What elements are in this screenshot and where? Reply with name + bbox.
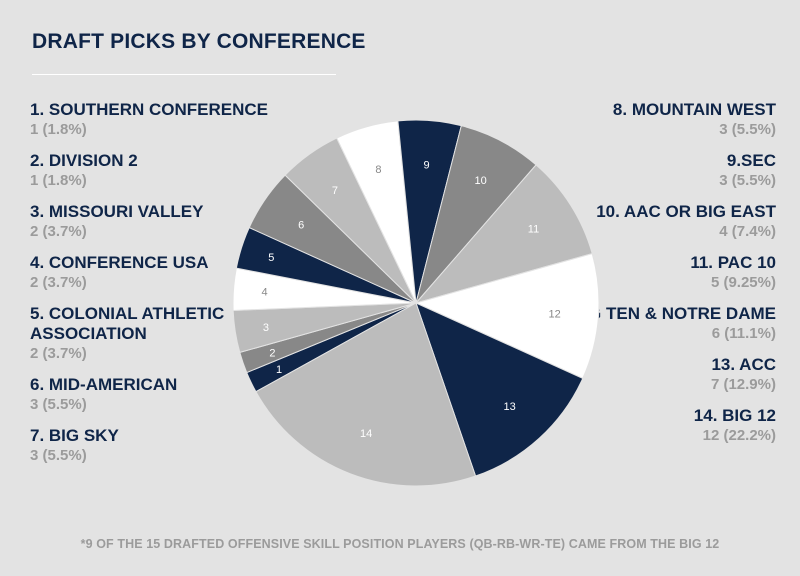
legend-entry: 11. PAC 10 5 (9.25%) [536, 253, 776, 293]
legend-entry-value: 3 (5.5%) [719, 121, 776, 138]
legend-entry-value: 2 (3.7%) [30, 223, 87, 240]
legend-entry: 4. CONFERENCE USA 2 (3.7%) [30, 253, 270, 293]
legend-entry-name: 9.SEC [726, 151, 776, 170]
legend-entry-value: 3 (5.5%) [30, 396, 87, 413]
legend-entry-name: 4. CONFERENCE USA [30, 253, 209, 272]
legend-entry-value: 12 (22.2%) [702, 427, 776, 444]
legend-entry-name: 13. ACC [711, 355, 776, 374]
legend-right: 8. MOUNTAIN WEST 3 (5.5%) 9.SEC 3 (5.5%) 10.… [536, 100, 776, 457]
legend-entry: 9.SEC 3 (5.5%) [536, 151, 776, 191]
legend-entry-value: 5 (9.25%) [710, 274, 776, 291]
legend-entry-value: 3 (5.5%) [719, 172, 776, 189]
legend-entry-name: 2. DIVISION 2 [30, 151, 138, 170]
legend-entry-name: 3. MISSOURI VALLEY [30, 202, 204, 221]
legend-entry-value: 1 (1.8%) [30, 121, 87, 138]
legend-entry: 3. MISSOURI VALLEY 2 (3.7%) [30, 202, 270, 242]
legend-entry-value: 3 (5.5%) [30, 447, 87, 464]
legend-entry: 1. SOUTHERN CONFERENCE 1 (1.8%) [30, 100, 270, 140]
pie-slice-label: 6 [298, 220, 304, 232]
legend-entry-value: 1 (1.8%) [30, 172, 87, 189]
legend-entry-name: 11. PAC 10 [690, 253, 776, 272]
legend-entry: 14. BIG 12 12 (22.2%) [536, 406, 776, 446]
legend-entry-name: 7. BIG SKY [30, 426, 119, 445]
legend-entry-name: 1. SOUTHERN CONFERENCE [30, 100, 269, 119]
legend-entry-value: 7 (12.9%) [710, 376, 776, 393]
legend-left: 1. SOUTHERN CONFERENCE 1 (1.8%) 2. DIVISIO… [30, 100, 270, 477]
legend-entry: 12. BIG TEN & NOTRE DAME 6 (11.1%) [536, 304, 776, 344]
legend-entry: 8. MOUNTAIN WEST 3 (5.5%) [536, 100, 776, 140]
pie-slice-11 [414, 164, 593, 304]
pie-slice-label: 7 [332, 185, 338, 197]
legend-entry: 2. DIVISION 2 1 (1.8%) [30, 151, 270, 191]
pie-slice-label: 5 [268, 252, 274, 264]
legend-entry-value: 6 (11.1%) [711, 325, 776, 342]
legend-entry-value: 4 (7.4%) [719, 223, 776, 240]
legend-entry-name: 6. MID-AMERICAN [30, 375, 178, 394]
pie-slice-label: 12 [549, 309, 561, 321]
pie-slice-14 [255, 302, 477, 487]
pie-slice-label: 2 [269, 347, 275, 359]
pie-slice-label: 14 [360, 428, 372, 440]
legend-entry-name: 10. AAC OR BIG EAST [596, 202, 776, 221]
legend-entry-name: 5. COLONIAL ATHLETIC ASSOCIATION [30, 304, 225, 343]
pie-slice-13 [415, 302, 584, 477]
legend-entry-value: 2 (3.7%) [30, 274, 87, 291]
legend-entry-name: 12. BIG TEN & NOTRE DAME [542, 304, 776, 323]
chart-title: DRAFT PICKS BY CONFERENCE [32, 30, 366, 53]
title-divider [32, 74, 336, 75]
legend-entry-name: 14. BIG 12 [693, 406, 776, 425]
pie-slice-12 [414, 252, 600, 380]
legend-entry: 13. ACC 7 (12.9%) [536, 355, 776, 395]
footnote: *9 OF THE 15 DRAFTED OFFENSIVE SKILL POS… [80, 537, 720, 551]
pie-slice-label: 4 [261, 287, 267, 299]
legend-entry: 10. AAC OR BIG EAST 4 (7.4%) [536, 202, 776, 242]
legend-entry: 5. COLONIAL ATHLETIC ASSOCIATION 2 (3.7%) [30, 304, 270, 364]
legend-entry: 6. MID-AMERICAN 3 (5.5%) [30, 375, 270, 415]
pie-slice-label: 13 [504, 401, 516, 413]
pie-slice-label: 1 [276, 364, 282, 376]
legend-entry-name: 8. MOUNTAIN WEST [612, 100, 776, 119]
legend-entry-value: 2 (3.7%) [30, 345, 87, 362]
legend-entry: 7. BIG SKY 3 (5.5%) [30, 426, 270, 466]
pie-slice-label: 11 [528, 224, 539, 236]
pie-slice-label: 10 [474, 175, 486, 187]
pie-slice-label: 9 [423, 159, 429, 171]
pie-slice-label: 3 [263, 322, 269, 334]
pie-slice-label: 8 [375, 164, 381, 176]
